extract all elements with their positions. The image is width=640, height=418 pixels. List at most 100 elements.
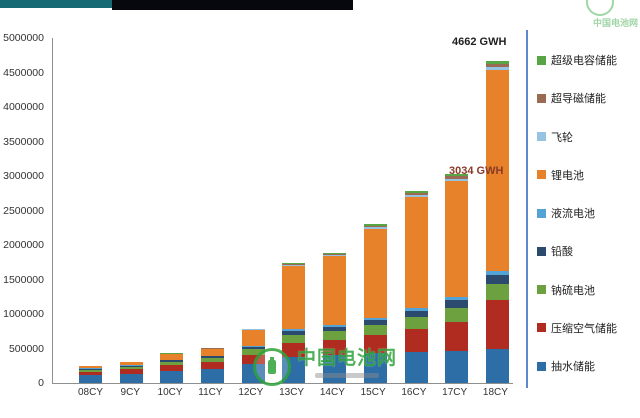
watermark-text: 中国电池网 (297, 348, 398, 369)
bar-10CY (160, 353, 184, 383)
legend-label: 压缩空气储能 (551, 322, 617, 335)
bar-segment-铅酸 (201, 356, 225, 358)
y-tick-label: 4000000 (3, 101, 44, 113)
bar-segment-铅酸 (119, 365, 143, 367)
bar-segment-钠硫电池 (241, 349, 265, 355)
bar-16CY (404, 191, 428, 383)
bar-segment-抽水储能 (119, 373, 143, 383)
bar-segment-压缩空气储能 (79, 371, 102, 376)
bar-segment-飞轮 (241, 329, 265, 330)
y-axis: 5000000 4500000 4000000 3500000 3000000 25000… (0, 32, 47, 389)
bar-segment-抽水储能 (79, 375, 102, 383)
bar-segment-锂电池 (485, 70, 509, 271)
bar-segment-飞轮 (485, 67, 509, 71)
watermark-text-block: 中国电池网 (297, 348, 397, 378)
bar-segment-超级电容储能 (404, 191, 428, 194)
bar-15CY (363, 224, 387, 383)
x-tick-label: 12CY (238, 387, 264, 398)
legend-item-液流电池: 液流电池 (537, 205, 637, 221)
bar-11CY (201, 347, 225, 383)
x-tick-label: 08CY (78, 387, 104, 398)
legend-label: 飞轮 (551, 131, 573, 144)
y-tick-label: 0 (38, 377, 44, 389)
legend-item-抽水储能: 抽水储能 (537, 358, 637, 374)
watermark-logo-icon (253, 348, 291, 386)
legend-swatch (537, 285, 546, 294)
header-teal-segment (0, 0, 112, 8)
watermark-text: 中国电池网 (592, 18, 638, 28)
bar-segment-液流电池 (363, 317, 387, 321)
x-tick-label: 9CY (120, 387, 140, 398)
header-dark-segment (112, 0, 353, 10)
bar-segment-压缩空气储能 (323, 340, 347, 356)
x-tick-label: 10CY (157, 387, 183, 398)
bar-segment-铅酸 (404, 310, 428, 317)
y-tick-label: 2000000 (3, 239, 44, 251)
bar-9CY (119, 361, 143, 383)
legend-item-压缩空气储能: 压缩空气储能 (537, 320, 637, 336)
bar-18CY (485, 61, 509, 383)
bar-segment-铅酸 (79, 368, 102, 370)
bar-segment-液流电池 (201, 355, 225, 357)
legend-label: 超级电容储能 (551, 55, 617, 67)
legend-swatch (537, 170, 546, 180)
legend-item-钠硫电池: 钠硫电池 (537, 282, 637, 298)
x-tick-label: 13CY (279, 387, 305, 398)
bar-segment-压缩空气储能 (160, 364, 184, 371)
bar-segment-液流电池 (404, 307, 428, 311)
x-tick-label: 11CY (198, 387, 223, 398)
legend-item-飞轮: 飞轮 (537, 129, 637, 145)
bar-segment-抽水储能 (404, 351, 428, 383)
x-tick-label: 18CY (482, 387, 508, 398)
bar-segment-铅酸 (160, 360, 184, 362)
bar-segment-压缩空气储能 (363, 335, 387, 354)
window-header-strip (0, 0, 640, 10)
bar-segment-铅酸 (282, 330, 306, 335)
bar-segment-超导磁储能 (323, 253, 347, 255)
bar-segment-超级电容储能 (485, 61, 509, 65)
bar-segment-飞轮 (323, 254, 347, 257)
bar-segment-钠硫电池 (363, 325, 387, 336)
bar-segment-压缩空气储能 (445, 321, 469, 351)
legend-swatch (537, 208, 546, 218)
bar-segment-钠硫电池 (282, 334, 306, 343)
watermark-logo-icon (586, 0, 614, 16)
bar-08CY (79, 365, 102, 383)
legend-label: 超导磁储能 (551, 93, 606, 106)
legend-swatch (537, 361, 546, 371)
bar-segment-铅酸 (363, 320, 387, 326)
bar-segment-锂电池 (404, 197, 428, 308)
bar-14CY (323, 252, 347, 383)
bar-segment-液流电池 (79, 368, 102, 369)
bar-segment-锂电池 (323, 256, 347, 326)
bar-segment-铅酸 (323, 327, 347, 332)
bar-segment-钠硫电池 (160, 361, 184, 365)
bar-segment-液流电池 (445, 297, 469, 301)
legend-swatch (537, 323, 546, 333)
bar-segment-锂电池 (79, 366, 102, 369)
watermark-top-right: 中国电池网 (582, 0, 640, 44)
bar-17CY (445, 173, 469, 383)
bar-segment-钠硫电池 (404, 316, 428, 330)
watermark-subtext-bar (315, 373, 379, 378)
x-axis: 08CY 9CY 10CY 11CY 12CY 13CY 14CY 15CY 16CY 17CY 1… (78, 387, 508, 398)
legend-label: 液流电池 (551, 208, 595, 220)
bar-segment-超级电容储能 (282, 263, 306, 264)
bar-segment-抽水储能 (160, 370, 184, 383)
y-tick-label: 5000000 (3, 32, 44, 44)
legend: 超级电容储能 超导磁储能 飞轮 锂电池 液流电池 铅酸 钠硫电池 压缩空气储能 抽水储能 (537, 52, 637, 374)
y-tick-label: 4500000 (3, 66, 44, 79)
y-tick-label: 2500000 (3, 204, 44, 217)
bar-segment-超导磁储能 (363, 225, 387, 228)
legend-swatch (537, 246, 546, 256)
bar-segment-钠硫电池 (323, 331, 347, 341)
bar-segment-超导磁储能 (445, 176, 469, 179)
bar-segment-液流电池 (323, 325, 347, 328)
bar-segment-飞轮 (404, 195, 428, 198)
bar-segment-铅酸 (485, 274, 509, 285)
bar-segment-钠硫电池 (445, 307, 469, 322)
bar-segment-钠硫电池 (485, 284, 509, 301)
legend-label: 钠硫电池 (551, 284, 595, 297)
legend-item-超级电容储能: 超级电容储能 (537, 52, 637, 68)
